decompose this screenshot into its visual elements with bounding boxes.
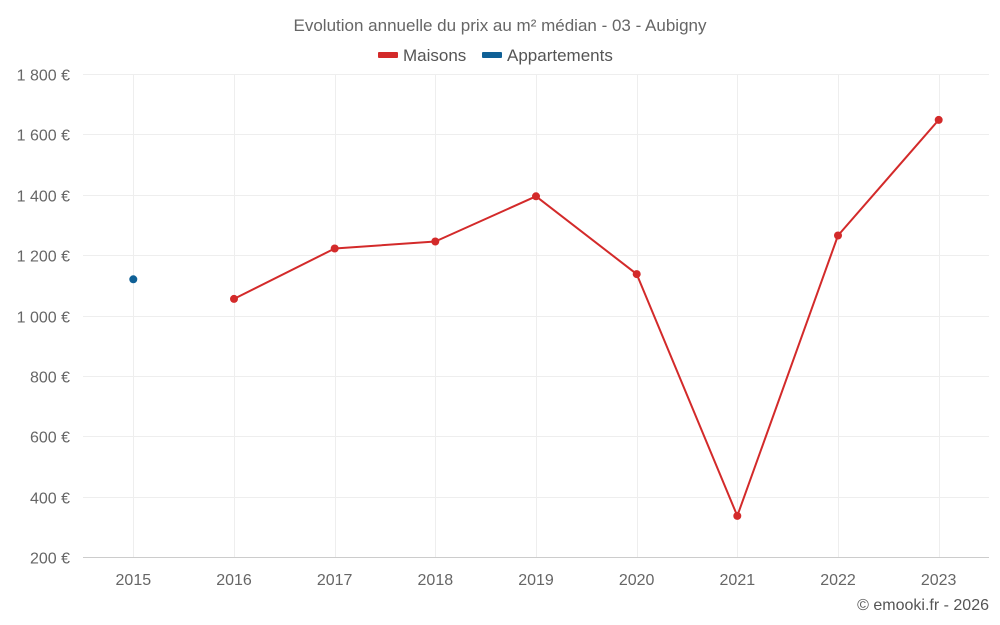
y-tick-label: 600 € [30,430,70,447]
x-tick-label: 2017 [317,572,353,589]
legend-swatch-appartements [482,52,502,58]
series-line-maisons [233,118,940,517]
data-point-maisons[interactable] [733,511,742,520]
x-tick-label: 2021 [720,572,756,589]
x-tick-label: 2023 [921,572,957,589]
data-point-maisons[interactable] [431,237,440,246]
data-point-maisons[interactable] [934,115,943,124]
y-tick-label: 1 800 € [17,68,70,85]
data-point-appartements[interactable] [129,275,138,284]
x-tick-label: 2020 [619,572,655,589]
legend-swatch-maisons [378,52,398,58]
y-tick-label: 1 000 € [17,310,70,327]
y-tick-label: 400 € [30,491,70,508]
y-tick-label: 1 200 € [17,249,70,266]
credit-text[interactable]: © emooki.fr - 2026 [857,597,989,614]
grid [83,74,989,558]
data-point-maisons[interactable] [632,270,641,279]
legend-item-maisons[interactable]: Maisons [378,46,466,65]
chart-title: Evolution annuelle du prix au m² médian … [294,16,707,35]
series-layer [129,115,943,520]
y-tick-label: 1 400 € [17,189,70,206]
data-point-maisons[interactable] [834,231,842,240]
x-tick-label: 2019 [518,572,554,589]
legend-label-maisons: Maisons [403,46,466,65]
x-tick-label: 2016 [216,572,252,589]
series-appartements [129,275,138,284]
data-point-maisons[interactable] [532,192,540,201]
x-tick-label: 2018 [418,572,454,589]
y-tick-label: 1 600 € [17,128,70,145]
x-tick-label: 2015 [116,572,152,589]
data-point-maisons[interactable] [330,244,339,253]
y-tick-label: 200 € [30,551,70,568]
legend-item-appartements[interactable]: Appartements [482,46,613,65]
legend[interactable]: Maisons Appartements [378,46,613,65]
axes: 200 € 400 € 600 € 800 € 1 000 € 1 200 € 1 400 … [17,68,957,590]
legend-label-appartements: Appartements [507,46,613,65]
x-tick-label: 2022 [820,572,856,589]
y-tick-label: 800 € [30,370,70,387]
series-maisons [230,115,943,520]
data-point-maisons[interactable] [230,294,238,303]
